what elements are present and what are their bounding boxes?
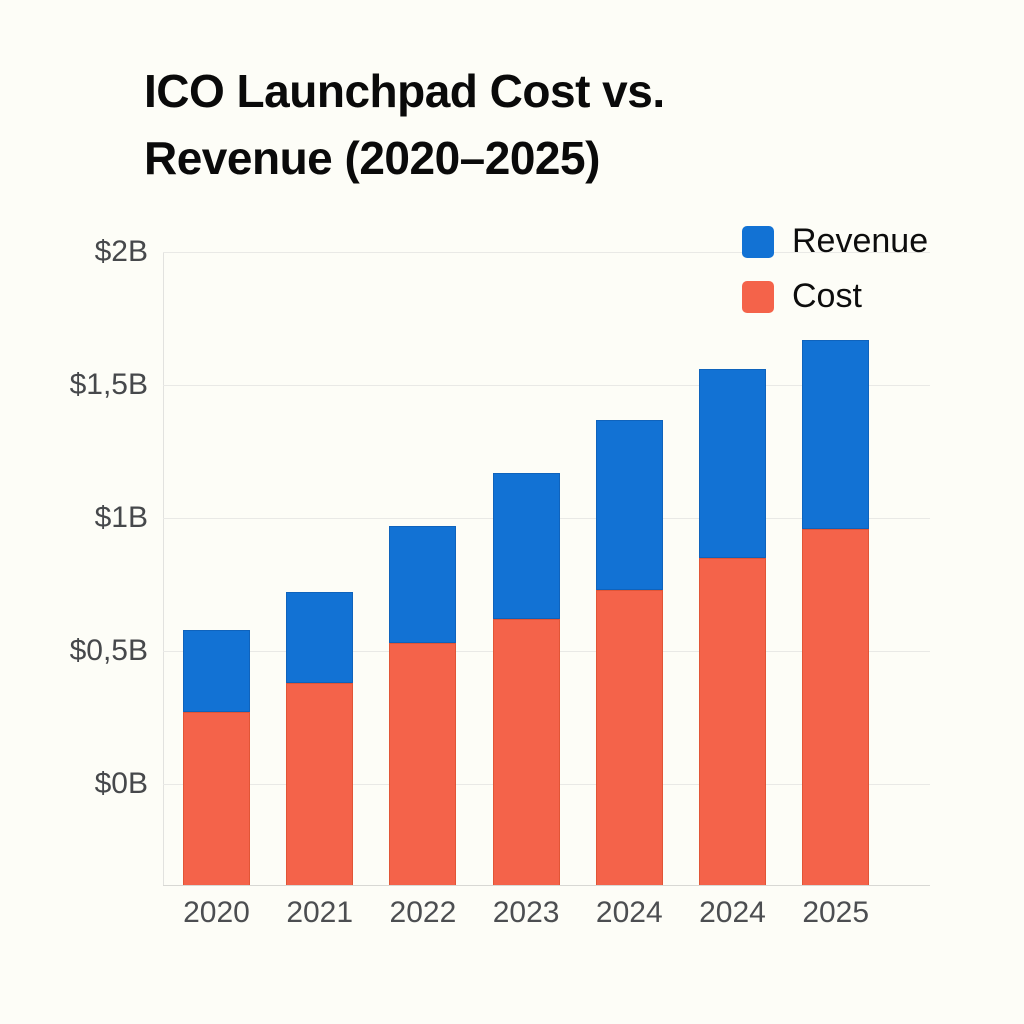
bar-segment-cost[interactable] <box>802 528 870 886</box>
bar-segment-revenue[interactable] <box>286 592 354 683</box>
bar-group[interactable] <box>699 253 766 886</box>
bar-segment-cost[interactable] <box>389 643 457 886</box>
bar-segment-revenue[interactable] <box>492 472 560 620</box>
x-tick-label: 2021 <box>286 896 354 929</box>
x-tick-label: 2020 <box>183 896 250 929</box>
bar-segment-cost[interactable] <box>595 589 663 886</box>
bar-group[interactable] <box>389 253 457 886</box>
legend-item[interactable]: Cost <box>742 277 928 316</box>
bar-group[interactable] <box>492 253 560 886</box>
x-tick-label: 2022 <box>389 896 457 929</box>
y-tick-label: $1B <box>94 501 148 534</box>
y-tick-label: $2B <box>94 235 148 268</box>
bar-segment-cost[interactable] <box>699 557 766 886</box>
x-axis-line <box>163 885 930 886</box>
y-axis-line <box>163 253 164 886</box>
y-tick-label: $0B <box>94 767 148 800</box>
bar-segment-cost[interactable] <box>286 682 354 886</box>
bar-group[interactable] <box>595 253 663 886</box>
legend-swatch-icon <box>742 225 774 258</box>
legend-swatch-icon <box>742 280 774 313</box>
bar-group[interactable] <box>802 253 870 886</box>
x-tick-label: 2025 <box>802 896 870 929</box>
bar-segment-revenue[interactable] <box>802 339 870 529</box>
bar-segment-revenue[interactable] <box>183 629 250 713</box>
legend-item-label: Cost <box>792 277 862 315</box>
x-tick-label: 2024 <box>595 896 663 929</box>
plot-area <box>163 252 930 886</box>
gridline <box>163 385 930 386</box>
y-axis-labels: $0B $0,5B $1B $1,5B $2B <box>0 235 148 886</box>
bar-group[interactable] <box>286 253 354 886</box>
bar-group[interactable] <box>183 253 250 886</box>
legend-item-label: Revenue <box>792 222 929 260</box>
bar-segment-revenue[interactable] <box>699 369 766 558</box>
x-tick-label: 2024 <box>699 896 766 929</box>
x-axis-labels: 2020 2021 2022 2023 2024 2024 2025 <box>163 896 930 956</box>
x-tick-label: 2023 <box>492 896 560 929</box>
bar-segment-revenue[interactable] <box>389 525 457 643</box>
y-tick-label: $0,5B <box>69 634 148 667</box>
chart-title: ICO Launchpad Cost vs. Revenue (2020–202… <box>144 65 665 184</box>
bar-segment-cost[interactable] <box>183 712 250 886</box>
y-tick-label: $1,5B <box>69 368 148 401</box>
gridline <box>163 252 930 253</box>
bar-segment-revenue[interactable] <box>595 419 663 590</box>
bar-segment-cost[interactable] <box>492 619 560 886</box>
legend-item[interactable]: Revenue <box>742 222 928 261</box>
chart-legend: Revenue Cost <box>742 222 928 316</box>
